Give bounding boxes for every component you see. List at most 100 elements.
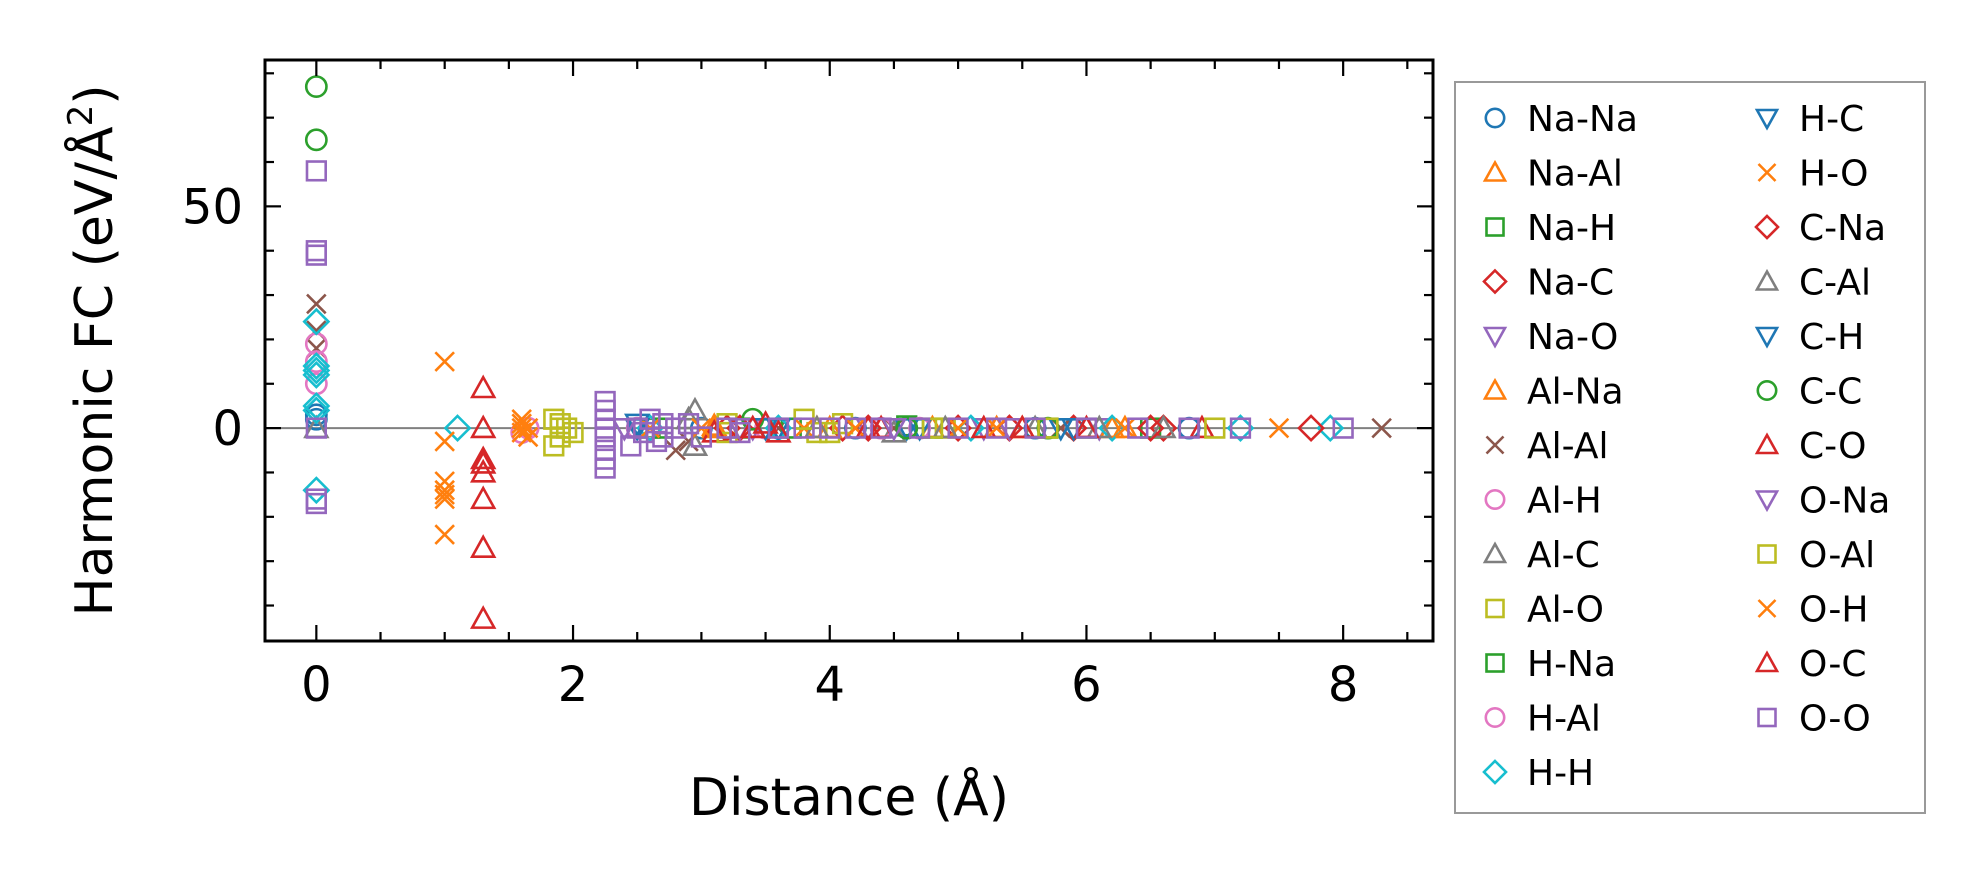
y-axis-title: Harmonic FC (eV/Å2): [61, 84, 125, 616]
legend-label-h-c: H-C: [1799, 99, 1864, 140]
point-o-al: [1204, 417, 1226, 439]
legend-label-h-al: H-Al: [1527, 699, 1601, 740]
legend-label-c-o: C-O: [1799, 426, 1866, 467]
point-c-o: [469, 458, 497, 483]
legend: Na-Na Na-Al Na-H Na-C Na-O Al-Na Al-Al Al-H Al-C…: [1454, 81, 1926, 814]
point-o-o: [985, 417, 1008, 439]
legend-label-na-c: Na-C: [1527, 263, 1614, 304]
legend-label-na-al: Na-Al: [1527, 154, 1623, 195]
legend-marker-c-al: [1754, 268, 1780, 291]
point-h-o: [434, 484, 455, 505]
point-h-h: [302, 476, 331, 505]
axes: 0 2 4 6 8 0 50: [182, 58, 1435, 713]
point-h-h: [1316, 414, 1345, 443]
point-o-o: [690, 426, 713, 448]
point-o-h: [986, 417, 1007, 439]
legend-marker-na-c: [1482, 268, 1508, 295]
legend-box: [1454, 81, 1926, 814]
point-o-o: [767, 417, 790, 439]
legend-marker-o-na: [1754, 490, 1780, 513]
legend-marker-al-h: [1484, 488, 1506, 510]
y-tick-label: 50: [182, 179, 243, 235]
point-c-o: [469, 449, 497, 474]
legend-marker-c-o: [1754, 432, 1780, 455]
point-c-o: [1188, 414, 1216, 439]
legend-label-al-al: Al-Al: [1527, 426, 1608, 467]
point-al-na: [1098, 414, 1126, 439]
point-h-h: [302, 307, 331, 336]
point-o-na: [880, 418, 908, 442]
legend-label-c-c: C-C: [1799, 372, 1862, 413]
data-markers: [265, 75, 1433, 629]
point-o-o: [665, 417, 687, 439]
point-o-al: [549, 417, 571, 439]
point-c-c: [304, 128, 328, 152]
point-o-o: [1332, 417, 1354, 439]
point-o-o: [305, 244, 327, 266]
point-h-h: [302, 396, 331, 425]
legend-label-h-o: H-O: [1799, 154, 1868, 195]
point-h-h: [302, 352, 331, 380]
point-o-o: [1075, 417, 1098, 439]
point-o-o: [716, 417, 738, 439]
legend-label-c-na: C-Na: [1799, 208, 1886, 249]
point-o-al: [1037, 417, 1059, 439]
point-o-o: [305, 492, 327, 515]
point-o-o: [870, 417, 892, 439]
point-al-c: [681, 432, 709, 456]
legend-label-al-na: Al-Na: [1527, 372, 1624, 413]
point-o-o: [844, 417, 867, 439]
legend-marker-al-al: [1485, 435, 1505, 455]
legend-label-o-na: O-Na: [1799, 481, 1890, 522]
point-c-o: [469, 605, 497, 629]
point-o-al: [921, 417, 944, 439]
point-h-o: [947, 417, 969, 439]
legend-label-al-c: Al-C: [1527, 535, 1600, 576]
point-c-o: [970, 414, 997, 439]
point-na-al: [1111, 414, 1139, 439]
point-na-h: [1139, 417, 1162, 439]
point-na-c: [1149, 414, 1178, 443]
point-o-o: [639, 408, 661, 430]
point-o-o: [1229, 417, 1252, 439]
legend-label-na-o: Na-O: [1527, 317, 1618, 358]
point-c-o: [469, 374, 497, 399]
point-al-o: [562, 421, 584, 444]
legend-marker-h-h: [1482, 759, 1508, 785]
point-o-c: [739, 414, 766, 439]
point-o-o: [819, 417, 841, 439]
legend-marker-h-o: [1757, 163, 1777, 182]
point-h-o: [434, 431, 455, 452]
point-h-h: [302, 360, 331, 389]
point-h-o: [434, 479, 455, 501]
point-o-o: [1127, 417, 1149, 439]
legend-marker-na-o: [1482, 326, 1508, 349]
point-o-o: [729, 421, 751, 444]
point-na-na: [304, 403, 328, 427]
legend-label-o-h: O-H: [1799, 590, 1868, 631]
point-c-na: [1297, 414, 1326, 443]
plot-area: [265, 75, 1433, 629]
legend-label-al-h: Al-H: [1527, 481, 1602, 522]
legend-marker-na-al: [1482, 159, 1508, 182]
point-h-o: [517, 426, 539, 448]
point-h-h: [302, 356, 331, 385]
point-o-o: [594, 457, 616, 479]
point-o-o: [1178, 417, 1200, 439]
x-tick-label: 4: [814, 657, 845, 713]
legend-marker-o-c: [1754, 650, 1780, 673]
point-o-o: [305, 160, 327, 182]
point-h-o: [511, 408, 532, 430]
point-c-c: [304, 75, 328, 99]
legend-marker-al-c: [1482, 541, 1508, 564]
point-o-h: [434, 488, 455, 510]
point-o-o: [947, 417, 969, 439]
legend-label-o-c: O-C: [1799, 644, 1866, 685]
point-o-c: [1009, 414, 1036, 439]
y-axis-title-main: Harmonic FC (eV/Å: [63, 126, 125, 617]
legend-marker-h-na: [1485, 653, 1505, 673]
point-c-o: [765, 418, 792, 443]
y-tick-label: 0: [212, 401, 243, 457]
point-h-o: [1114, 417, 1136, 439]
